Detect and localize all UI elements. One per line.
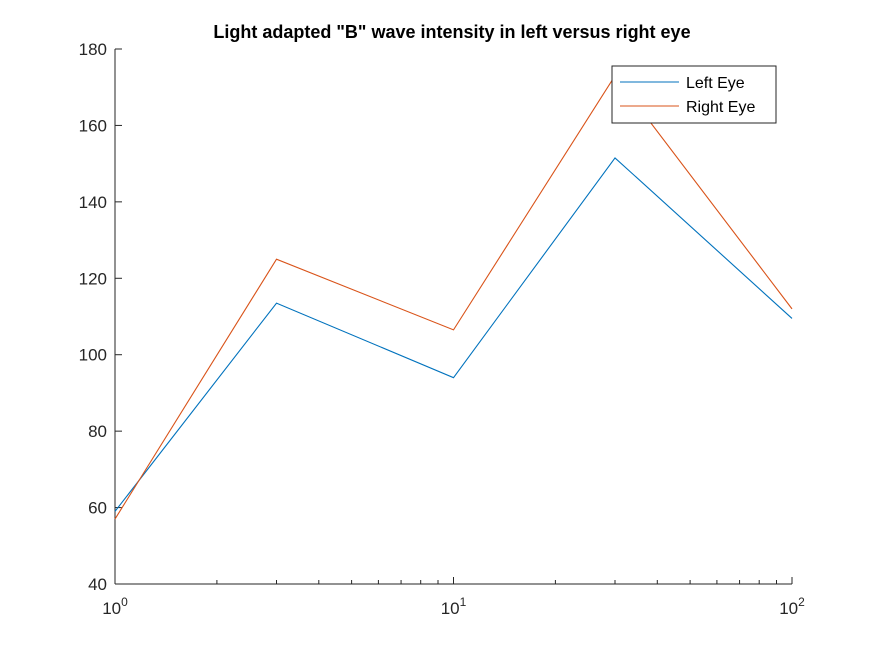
legend: Left Eye Right Eye xyxy=(611,65,777,124)
x-tick-label-base: 10 xyxy=(441,599,460,618)
x-tick-label-exponent: 2 xyxy=(798,595,805,609)
y-tick-label: 80 xyxy=(88,422,107,441)
chart-title: Light adapted "B" wave intensity in left… xyxy=(213,22,690,42)
y-tick-label: 40 xyxy=(88,575,107,594)
y-tick-label: 60 xyxy=(88,499,107,518)
plot-area xyxy=(115,49,792,584)
legend-box xyxy=(611,65,777,124)
x-tick-label-base: 10 xyxy=(779,599,798,618)
x-tick-label-exponent: 0 xyxy=(121,595,128,609)
series-layer xyxy=(114,74,793,520)
y-tick-label: 140 xyxy=(79,193,107,212)
y-tick-label: 100 xyxy=(79,346,107,365)
legend-label-0: Left Eye xyxy=(686,75,745,92)
x-tick-label-base: 10 xyxy=(102,599,121,618)
x-tick-label-exponent: 1 xyxy=(460,595,467,609)
y-tick-label: 160 xyxy=(79,116,107,135)
y-tick-label: 120 xyxy=(79,269,107,288)
y-tick-label: 180 xyxy=(79,40,107,59)
x-tick-label: 101 xyxy=(441,595,467,618)
x-tick-label: 102 xyxy=(779,595,805,618)
legend-label-1: Right Eye xyxy=(686,99,755,116)
series-line-0 xyxy=(114,157,793,512)
series-line-1 xyxy=(114,74,793,520)
x-tick-label: 100 xyxy=(102,595,128,618)
